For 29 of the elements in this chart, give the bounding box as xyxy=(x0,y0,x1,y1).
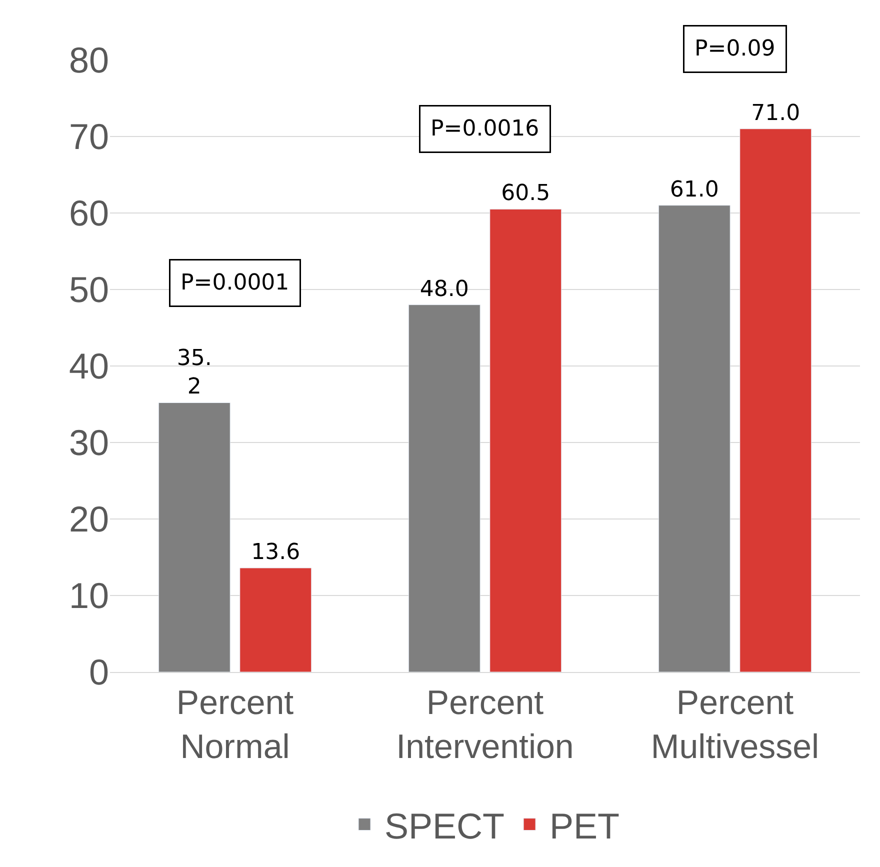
data-label: 13.6 xyxy=(251,540,300,565)
y-tick-label: 30 xyxy=(68,422,109,464)
y-tick-label: 70 xyxy=(68,116,109,158)
y-tick-label: 80 xyxy=(68,40,109,81)
x-tick-label: Percent Multivessel xyxy=(650,684,820,766)
annotation: P=0.0016 xyxy=(430,116,540,142)
y-tick-label: 0 xyxy=(88,652,109,693)
bar xyxy=(408,304,480,672)
bar xyxy=(740,128,812,672)
annotation: P=0.0001 xyxy=(180,270,290,296)
bar xyxy=(490,208,562,672)
data-label: 71.0 xyxy=(751,100,800,126)
data-label: 61.0 xyxy=(670,177,719,202)
y-tick-label: 20 xyxy=(68,498,109,540)
legend-label: PET xyxy=(550,805,620,846)
annotation: P=0.09 xyxy=(694,36,776,62)
y-tick-label: 60 xyxy=(68,192,109,234)
x-tick-label: Percent Normal xyxy=(176,684,294,766)
bar xyxy=(240,568,312,672)
bar xyxy=(158,402,230,672)
y-tick-label: 10 xyxy=(68,575,109,616)
data-label: 60.5 xyxy=(501,181,550,206)
legend-label: SPECT xyxy=(384,805,505,846)
x-tick-label: Percent Intervention xyxy=(396,684,574,766)
data-label: 35. 2 xyxy=(176,346,212,400)
y-tick-label: 50 xyxy=(68,269,109,310)
bar xyxy=(658,205,730,672)
y-tick-label: 40 xyxy=(68,346,109,387)
data-label: 48.0 xyxy=(420,276,469,302)
